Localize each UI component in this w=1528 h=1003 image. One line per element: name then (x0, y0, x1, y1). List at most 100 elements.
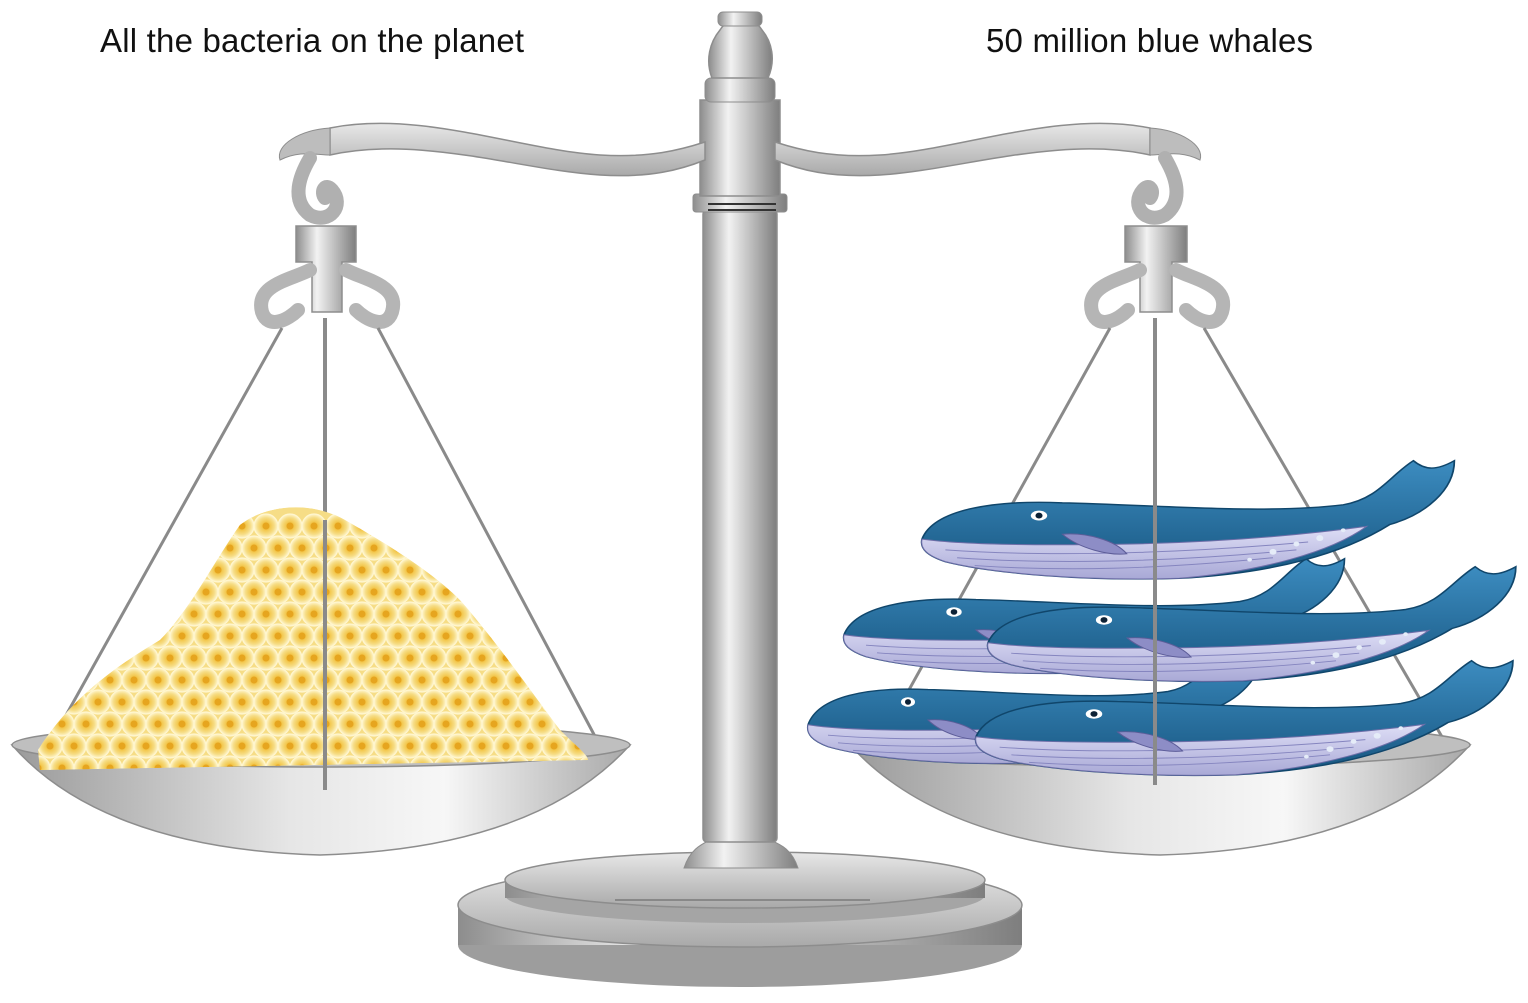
bacterium (169, 535, 195, 561)
bacterium (109, 645, 135, 671)
bacterium (61, 601, 87, 627)
bacterium-core (190, 742, 198, 750)
bacterium-core (166, 610, 174, 618)
bacterium (553, 579, 579, 605)
bacterium (517, 557, 543, 583)
bacterium-core (94, 698, 102, 706)
bacterium (445, 557, 471, 583)
bacterium-core (70, 610, 78, 618)
bacterium-core (430, 742, 438, 750)
bacterium (73, 623, 99, 649)
bacterium (553, 623, 579, 649)
bacterium (457, 535, 483, 561)
bacterium-core (38, 588, 42, 596)
bacterium-core (599, 567, 606, 574)
bacterium-core (262, 566, 270, 574)
bacterium-core (238, 654, 246, 662)
bacterium (590, 558, 614, 582)
bacterium-core (394, 588, 402, 596)
bacterium-core (154, 676, 162, 684)
bacterium-core (226, 676, 234, 684)
bacterium (433, 535, 459, 561)
bacterium-core (382, 654, 390, 662)
bacterium-core (430, 698, 438, 706)
bacterium-core (262, 654, 270, 662)
right-pan-label: 50 million blue whales (986, 22, 1314, 59)
bacterium-core (370, 720, 378, 728)
bacterium-core (586, 588, 588, 596)
bacterium-core (250, 544, 258, 552)
bacterium (38, 535, 51, 561)
bacterium-core (310, 698, 318, 706)
bacterium-core (226, 588, 234, 596)
bacterium-core (298, 632, 306, 640)
bacterium-core (599, 655, 606, 662)
bacterium (505, 623, 531, 649)
bacterium-core (442, 720, 450, 728)
bacterium (49, 623, 75, 649)
bacterium-core (478, 566, 486, 574)
bacterium-core (190, 654, 198, 662)
bacterium (49, 667, 75, 693)
bacterium-core (478, 698, 486, 706)
bacterium-core (46, 742, 54, 750)
bacterium-core (442, 544, 450, 552)
bacterium-core (334, 654, 342, 662)
bacterium-core (574, 566, 582, 574)
bacteria-pile (38, 507, 614, 770)
bacterium-core (562, 588, 570, 596)
bacterium-core (142, 654, 150, 662)
bacterium-core (466, 720, 474, 728)
bacterium (38, 513, 63, 539)
bacterium (590, 602, 614, 626)
bacterium (61, 513, 87, 539)
bacterium-core (46, 698, 54, 706)
bacterium-core (562, 632, 570, 640)
bacterium-core (430, 610, 438, 618)
bacterium-core (466, 544, 474, 552)
bacterium (577, 579, 588, 605)
bacterium-core (262, 522, 270, 530)
bacterium (565, 601, 588, 627)
bacterium (85, 557, 111, 583)
bacterium-core (226, 632, 234, 640)
bacterium-core (118, 654, 126, 662)
scale-column (683, 11, 799, 869)
bacterium-core (310, 566, 318, 574)
bacterium-core (466, 588, 474, 596)
bacterium-core (430, 522, 438, 530)
bacterium-core (94, 522, 102, 530)
bacterium-core (514, 720, 522, 728)
bacterium (421, 513, 447, 539)
bacterium-core (406, 654, 414, 662)
bacterium-core (442, 632, 450, 640)
bacterium-core (346, 632, 354, 640)
bacterium-core (394, 632, 402, 640)
bacterium-core (178, 544, 186, 552)
bacterium-core (274, 544, 282, 552)
bacterium (133, 513, 159, 539)
bacterium-core (454, 522, 462, 530)
bacterium (590, 646, 614, 670)
scale-base (457, 851, 1023, 987)
bacterium (38, 711, 51, 737)
bacterium-core (94, 742, 102, 750)
bacterium (97, 579, 123, 605)
bacterium-core (178, 720, 186, 728)
bacterium (457, 579, 483, 605)
bacterium-core (226, 544, 234, 552)
bacterium (517, 513, 543, 539)
bacterium-core (214, 522, 222, 530)
bacterium-core (118, 566, 126, 574)
bacterium-core (418, 720, 426, 728)
bacterium-core (238, 698, 246, 706)
bacterium-core (454, 742, 462, 750)
bacterium-core (38, 544, 42, 552)
bacterium (577, 667, 588, 693)
bacterium-core (478, 654, 486, 662)
bacterium-core (334, 610, 342, 618)
bacterium-core (526, 742, 534, 750)
bacterium (61, 557, 87, 583)
bacterium-core (394, 544, 402, 552)
